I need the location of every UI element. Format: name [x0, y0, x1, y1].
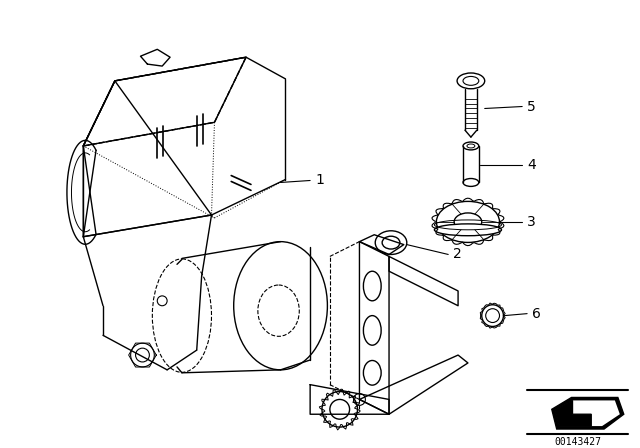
Text: 4: 4: [527, 158, 536, 172]
Polygon shape: [552, 397, 624, 429]
Ellipse shape: [463, 178, 479, 186]
Ellipse shape: [435, 224, 502, 236]
Ellipse shape: [436, 202, 499, 242]
Text: 00143427: 00143427: [554, 437, 601, 447]
Circle shape: [482, 305, 504, 327]
Polygon shape: [555, 401, 620, 426]
Text: 5: 5: [527, 99, 536, 113]
Polygon shape: [555, 401, 591, 426]
Ellipse shape: [457, 73, 484, 89]
Text: 2: 2: [453, 247, 462, 262]
Ellipse shape: [463, 142, 479, 150]
Text: 1: 1: [315, 173, 324, 187]
Text: 3: 3: [527, 215, 536, 229]
Text: 6: 6: [532, 306, 541, 321]
